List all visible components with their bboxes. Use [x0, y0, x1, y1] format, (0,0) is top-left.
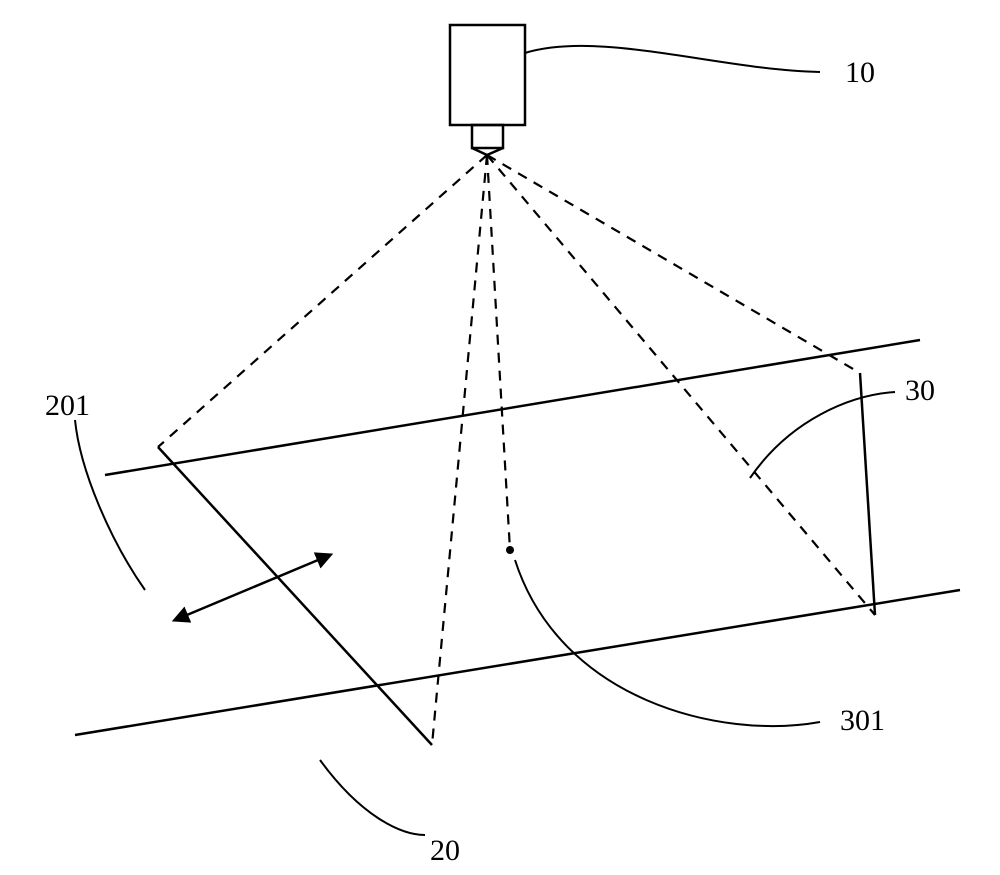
- track-line-bottom: [75, 590, 960, 735]
- camera-lens: [472, 125, 503, 148]
- leader-301: [515, 560, 820, 726]
- track-line-top: [105, 340, 920, 475]
- leader-201: [75, 420, 145, 590]
- label-201: 201: [45, 389, 90, 422]
- projection-ray-4: [487, 155, 860, 373]
- label-20: 20: [430, 834, 460, 867]
- label-301: 301: [840, 704, 885, 737]
- projection-ray-3: [487, 155, 510, 550]
- leader-10: [525, 46, 820, 72]
- projection-ray-2: [432, 155, 487, 745]
- fov-edge-right: [860, 373, 875, 615]
- projection-ray-0: [158, 155, 487, 447]
- center-point: [506, 546, 514, 554]
- label-10: 10: [845, 56, 875, 89]
- camera-body: [450, 25, 525, 125]
- label-30: 30: [905, 374, 935, 407]
- diagram-canvas: 10 30 301 201 20: [0, 0, 1000, 875]
- projection-ray-1: [487, 155, 875, 615]
- fov-edge-left: [158, 447, 432, 745]
- leader-30: [750, 392, 895, 478]
- leader-20: [320, 760, 425, 835]
